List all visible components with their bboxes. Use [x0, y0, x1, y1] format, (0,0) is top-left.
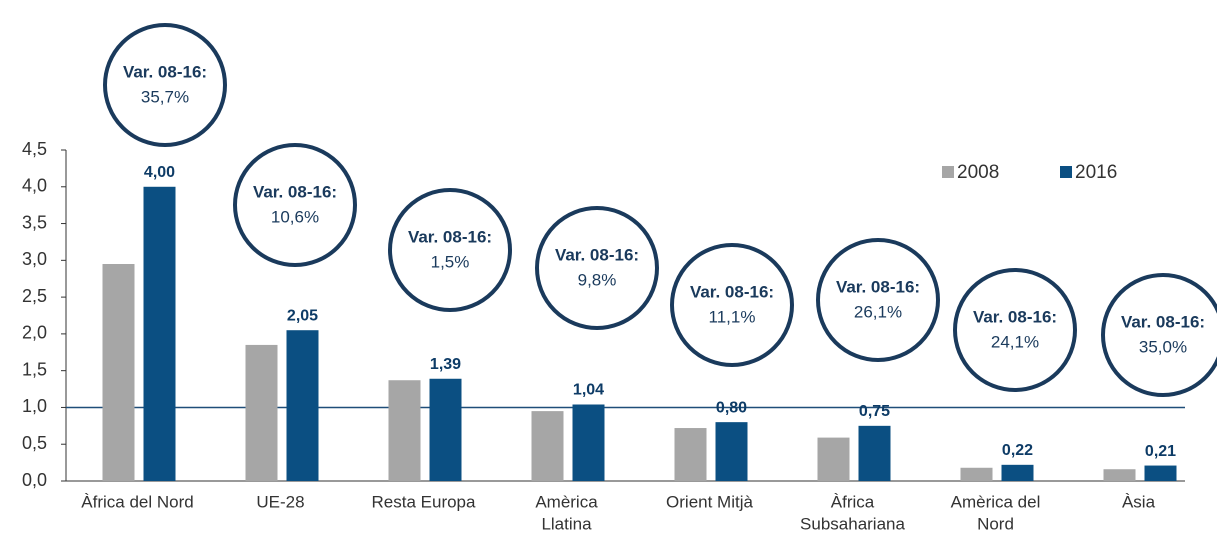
bar	[715, 422, 748, 481]
annotation-circle	[816, 238, 940, 362]
annotation-text: 35,7%	[141, 87, 189, 106]
bar	[388, 380, 421, 481]
annotation-circle	[388, 188, 512, 312]
annotation-label: Var. 08-16:	[555, 245, 639, 264]
bar	[531, 411, 564, 481]
y-tick-label: 0,0	[22, 470, 47, 490]
x-tick-label: Orient Mitjà	[666, 492, 753, 511]
annotation-circle	[670, 243, 794, 367]
annotation-label: Var. 08-16:	[253, 182, 337, 201]
annotation-text: 10,6%	[271, 207, 319, 226]
value-label: 1,04	[573, 382, 604, 399]
annotation-label: Var. 08-16:	[123, 62, 207, 81]
value-label: 4,00	[144, 164, 175, 181]
annotation-label: Var. 08-16:	[408, 227, 492, 246]
annotation-label: Var. 08-16:	[836, 277, 920, 296]
value-label: 0,80	[716, 399, 747, 416]
value-label: 1,39	[430, 356, 461, 373]
annotation-text: 1,5%	[431, 252, 470, 271]
bar	[245, 344, 278, 481]
bar	[286, 330, 319, 481]
bar	[1103, 469, 1136, 481]
bar	[572, 404, 605, 481]
annotation-circle	[1101, 273, 1217, 397]
bar	[429, 378, 462, 481]
y-tick-label: 3,5	[22, 212, 47, 232]
value-label: 0,22	[1002, 442, 1033, 459]
x-tick-label: Àsia	[1122, 492, 1156, 511]
x-tick-label: Amèrica	[535, 492, 598, 511]
y-tick-label: 2,5	[22, 286, 47, 306]
x-tick-label: Llatina	[541, 514, 592, 533]
y-tick-label: 2,0	[22, 323, 47, 343]
bar	[817, 437, 850, 481]
x-tick-label: UE-28	[256, 492, 304, 511]
annotation-label: Var. 08-16:	[973, 307, 1057, 326]
annotation-circle	[103, 23, 227, 147]
bar	[960, 467, 993, 481]
annotation-label: Var. 08-16:	[690, 282, 774, 301]
bar	[1144, 465, 1177, 481]
annotation-text: 26,1%	[854, 302, 902, 321]
annotation-circle	[953, 268, 1077, 392]
bar	[143, 186, 176, 481]
annotation-circle	[535, 206, 659, 330]
x-tick-label: Nord	[977, 514, 1014, 533]
annotation-text: 24,1%	[991, 332, 1039, 351]
legend-swatch	[942, 166, 954, 178]
legend-label: 2016	[1075, 162, 1117, 183]
bar	[102, 264, 135, 481]
y-tick-label: 3,0	[22, 249, 47, 269]
x-tick-label: Subsahariana	[800, 514, 905, 533]
x-tick-label: Àfrica del Nord	[81, 492, 193, 511]
annotation-text: 9,8%	[578, 270, 617, 289]
bar	[674, 428, 707, 481]
x-tick-label: Resta Europa	[372, 492, 476, 511]
annotation-text: 35,0%	[1139, 337, 1187, 356]
bar	[1001, 464, 1034, 481]
value-label: 0,21	[1145, 443, 1176, 460]
bar	[858, 425, 891, 481]
x-tick-label: Amèrica del	[951, 492, 1041, 511]
y-tick-label: 1,0	[22, 396, 47, 416]
value-label: 0,75	[859, 403, 890, 420]
value-label: 2,05	[287, 307, 318, 324]
annotation-text: 11,1%	[709, 307, 756, 326]
legend-swatch	[1060, 166, 1072, 178]
y-tick-label: 4,0	[22, 176, 47, 196]
y-tick-label: 1,5	[22, 359, 47, 379]
annotation-circle	[233, 143, 357, 267]
legend-label: 2008	[957, 162, 999, 183]
x-tick-label: Àfrica	[831, 492, 875, 511]
y-tick-label: 0,5	[22, 433, 47, 453]
y-tick-label: 4,5	[22, 139, 47, 159]
annotation-label: Var. 08-16:	[1121, 312, 1205, 331]
